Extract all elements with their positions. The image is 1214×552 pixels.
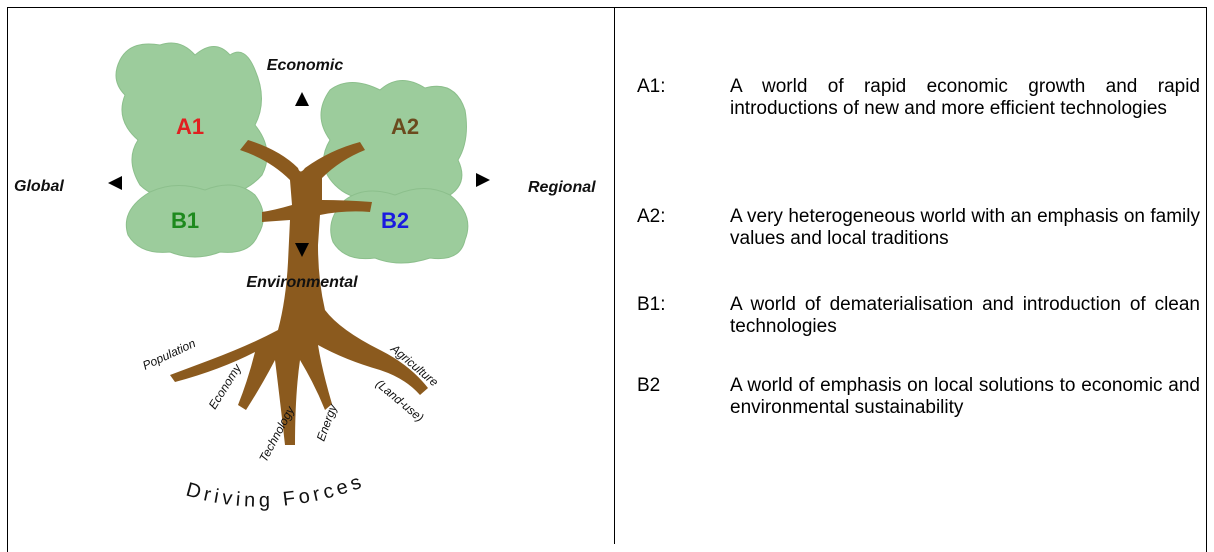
caption: Driving Forces [184, 470, 368, 512]
root-label: Population [140, 336, 198, 373]
legend-text: A world of dematerialisation and introdu… [730, 294, 1200, 338]
cell-divider [614, 7, 615, 544]
legend-text: A world of emphasis on local solutions t… [730, 375, 1200, 419]
axis-label: Economic [267, 57, 344, 74]
page: Economic Global Regional Environmental A… [0, 0, 1214, 544]
legend-key: B1: [637, 294, 666, 316]
leaf-a2 [321, 80, 466, 200]
arrow-up [295, 92, 309, 106]
axis-label: Regional [528, 179, 596, 196]
scenario-label: B2 [381, 208, 409, 233]
legend-key: A1: [637, 76, 666, 98]
scenario-label: A2 [391, 114, 419, 139]
legend-key: A2: [637, 206, 666, 228]
arrow-right [476, 173, 490, 187]
legend-text: A very heterogeneous world with an empha… [730, 206, 1200, 250]
scenario-label: A1 [176, 114, 204, 139]
axis-label: Environmental [246, 274, 358, 291]
caption-text: Driving Forces [184, 470, 368, 512]
scenario-label: B1 [171, 208, 199, 233]
arrow-left [108, 176, 122, 190]
legend-text: A world of rapid economic growth and rap… [730, 76, 1200, 120]
root-label: Energy [314, 402, 341, 443]
legend-key: B2 [637, 375, 660, 397]
axis-label: Global [14, 178, 64, 195]
tree-diagram: Economic Global Regional Environmental A… [0, 0, 614, 544]
